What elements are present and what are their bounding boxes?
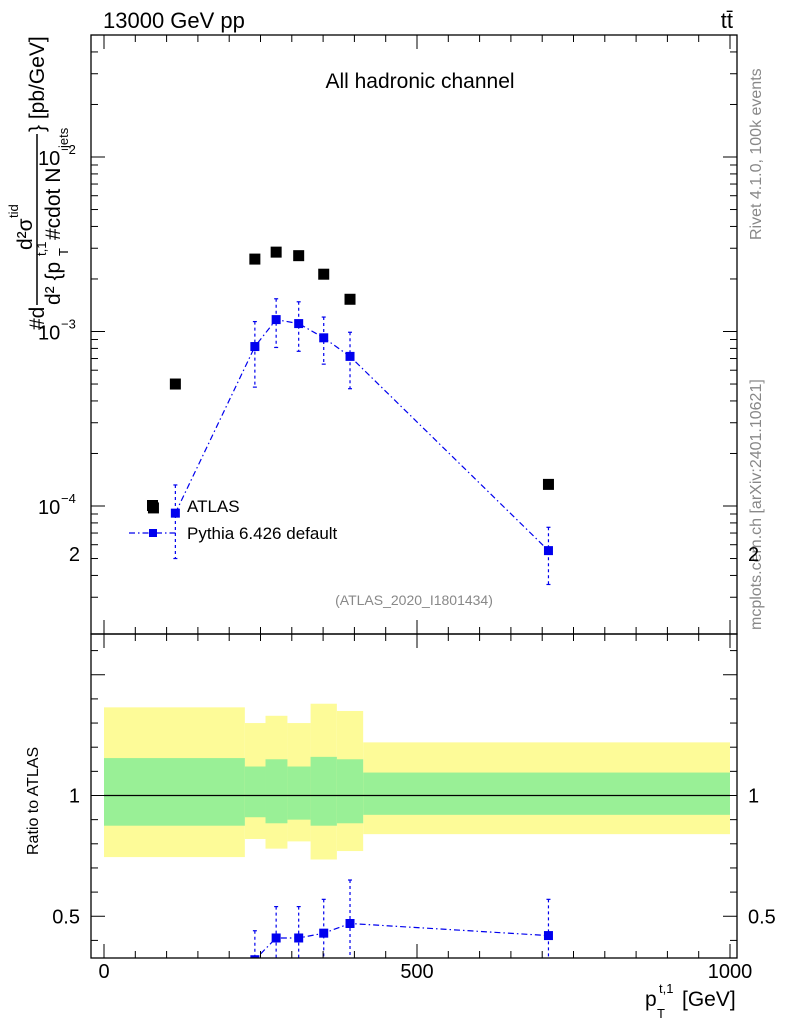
- legend-atlas-marker: [147, 500, 158, 511]
- analysis-label: (ATLAS_2020_I1801434): [335, 592, 493, 608]
- atlas-point: [169, 378, 181, 390]
- atlas-point: [318, 268, 330, 280]
- legend-pythia-marker: [149, 529, 157, 537]
- atlas-point: [293, 250, 305, 262]
- main-plot-area: [91, 35, 737, 634]
- ratio-panel: [104, 703, 730, 860]
- ratio-series-layer: [171, 879, 553, 998]
- ratio-axes: 0.5 0.5 1 1 2 2 0 500 1000: [52, 544, 776, 983]
- ratio-band-inner: [336, 759, 364, 824]
- ylabel-numerator: d²σ: [14, 218, 37, 250]
- pythia-point: [250, 342, 260, 352]
- y-tick-label-base: 10: [38, 323, 60, 345]
- legend: ATLAS Pythia 6.426 default: [129, 497, 338, 543]
- y-tick-label-exp: −2: [61, 142, 76, 157]
- ratio-y-tick-label-right: 1: [748, 786, 759, 808]
- ratio-band-inner: [244, 766, 266, 818]
- x-axis-label: p T t,1 [GeV]: [645, 981, 736, 1021]
- pythia-point: [294, 319, 304, 329]
- x-tick-label: 1000: [708, 961, 753, 983]
- ratio-point: [171, 989, 180, 998]
- header-left-title: 13000 GeV pp: [103, 8, 245, 33]
- xlabel-main: p: [645, 988, 657, 1011]
- atlas-point: [249, 253, 261, 265]
- ratio-point: [250, 955, 260, 958]
- main-series-layer: [147, 246, 554, 586]
- xlabel-sub: T: [657, 1006, 665, 1021]
- chart-title: All hadronic channel: [325, 70, 514, 93]
- ylabel-prefix: #d: [26, 307, 49, 330]
- y-tick-label-exp: −4: [61, 491, 76, 506]
- y-tick-label-base: 10: [38, 148, 60, 170]
- ratio-y-tick-label-left: 1: [69, 786, 80, 808]
- ratio-y-tick-label-left: 2: [69, 544, 80, 566]
- ratio-point: [345, 918, 355, 928]
- ratio-band-inner: [104, 758, 245, 826]
- ratio-series-group: [171, 879, 553, 998]
- x-tick-label: 500: [400, 961, 433, 983]
- xlabel-sup: t,1: [659, 981, 673, 996]
- mcplots-label: mcplots.cern.ch [arXiv:2401.10621]: [748, 379, 765, 630]
- ratio-point: [271, 933, 281, 943]
- ylabel-numerator-sup: tid: [6, 204, 21, 218]
- legend-atlas-label: ATLAS: [187, 497, 240, 516]
- ratio-point: [319, 928, 329, 938]
- atlas-point: [270, 246, 282, 258]
- ratio-y-tick-label-left: 0.5: [52, 906, 80, 928]
- atlas-point: [344, 293, 356, 305]
- atlas-point: [542, 478, 554, 490]
- x-tick-label: 0: [98, 961, 109, 983]
- header-right-title: tt̄: [721, 8, 733, 33]
- main-panel: [91, 35, 737, 634]
- pythia-point: [319, 333, 329, 343]
- pythia-point: [345, 351, 355, 361]
- y-tick-label-base: 10: [38, 497, 60, 519]
- ratio-band-inner: [310, 756, 337, 826]
- main-y-axis-label: #d d²σ tid d² {p T t,1 #cdot N jets } [p…: [6, 36, 71, 330]
- ratio-y-tick-label-right: 0.5: [748, 906, 776, 928]
- ylabel-denominator-sub: T: [56, 248, 71, 256]
- ratio-point: [294, 933, 304, 943]
- ratio-point: [543, 931, 553, 941]
- pythia-point: [271, 315, 281, 325]
- y-tick-label-exp: −3: [61, 317, 76, 332]
- ylabel-denominator-sub2: jets: [56, 127, 71, 149]
- ylabel-denominator: d² {p: [42, 262, 65, 305]
- pythia-point: [170, 508, 180, 518]
- ratio-band-inner: [363, 772, 730, 815]
- legend-pythia-label: Pythia 6.426 default: [187, 524, 338, 543]
- ratio-y-tick-label-right: 2: [748, 544, 759, 566]
- ylabel-denominator-sup: t,1: [34, 242, 49, 256]
- xlabel-unit: [GeV]: [682, 988, 736, 1011]
- ratio-y-axis-label: Ratio to ATLAS: [25, 747, 42, 855]
- ylabel-denominator-rest: #cdot N: [42, 168, 65, 240]
- ylabel-suffix: } [pb/GeV]: [26, 36, 49, 132]
- pythia-point: [543, 546, 553, 556]
- ratio-band-inner: [287, 766, 311, 820]
- ratio-band-inner: [265, 759, 288, 824]
- rivet-label: Rivet 4.1.0, 100k events: [748, 68, 765, 240]
